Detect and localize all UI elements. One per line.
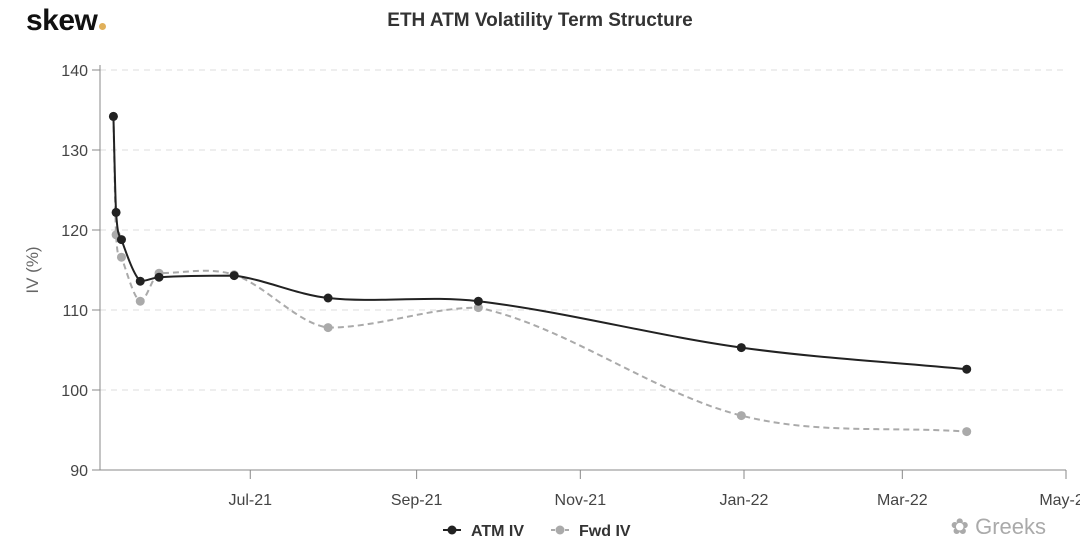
data-point <box>154 272 164 282</box>
series-line-fwd-iv <box>112 116 967 433</box>
y-axis-label: IV (%) <box>23 246 42 293</box>
logo-dot <box>99 23 107 30</box>
x-tick-label: Nov-21 <box>555 492 607 509</box>
watermark-text: Greeks <box>975 514 1046 539</box>
data-point <box>108 111 118 121</box>
data-point <box>135 296 145 306</box>
data-point <box>135 276 145 286</box>
data-point <box>473 296 483 306</box>
legend-label: Fwd IV <box>579 523 631 540</box>
data-point <box>736 411 746 421</box>
data-point <box>962 364 972 374</box>
legend-marker <box>555 525 565 535</box>
skew-logo: skew <box>26 4 107 38</box>
data-point <box>116 235 126 245</box>
y-tick-label: 90 <box>70 463 88 480</box>
y-tick-label: 140 <box>61 63 88 80</box>
y-tick-label: 110 <box>62 303 88 320</box>
data-point <box>323 323 333 333</box>
data-point <box>116 252 126 262</box>
x-tick-label: Mar-22 <box>877 492 928 509</box>
data-point <box>229 271 239 281</box>
watermark: ✿ Greeks <box>950 514 1046 539</box>
chart-title: ETH ATM Volatility Term Structure <box>387 10 693 31</box>
x-tick-label: Jul-21 <box>228 492 272 509</box>
y-tick-label: 100 <box>61 383 88 400</box>
x-tick-label: Sep-21 <box>391 492 443 509</box>
x-tick-label: Jan-22 <box>720 492 769 509</box>
y-tick-label: 130 <box>61 143 88 160</box>
data-point <box>323 293 333 303</box>
logo-text: skew <box>26 4 98 37</box>
legend-label: ATM IV <box>471 523 524 540</box>
data-point <box>111 207 121 217</box>
data-point <box>473 303 483 313</box>
y-tick-label: 120 <box>61 223 88 240</box>
data-point <box>736 343 746 353</box>
series-line-atm-iv <box>112 116 967 371</box>
legend-marker <box>447 525 457 535</box>
data-point <box>962 427 972 437</box>
x-tick-label: May-22 <box>1039 492 1080 509</box>
